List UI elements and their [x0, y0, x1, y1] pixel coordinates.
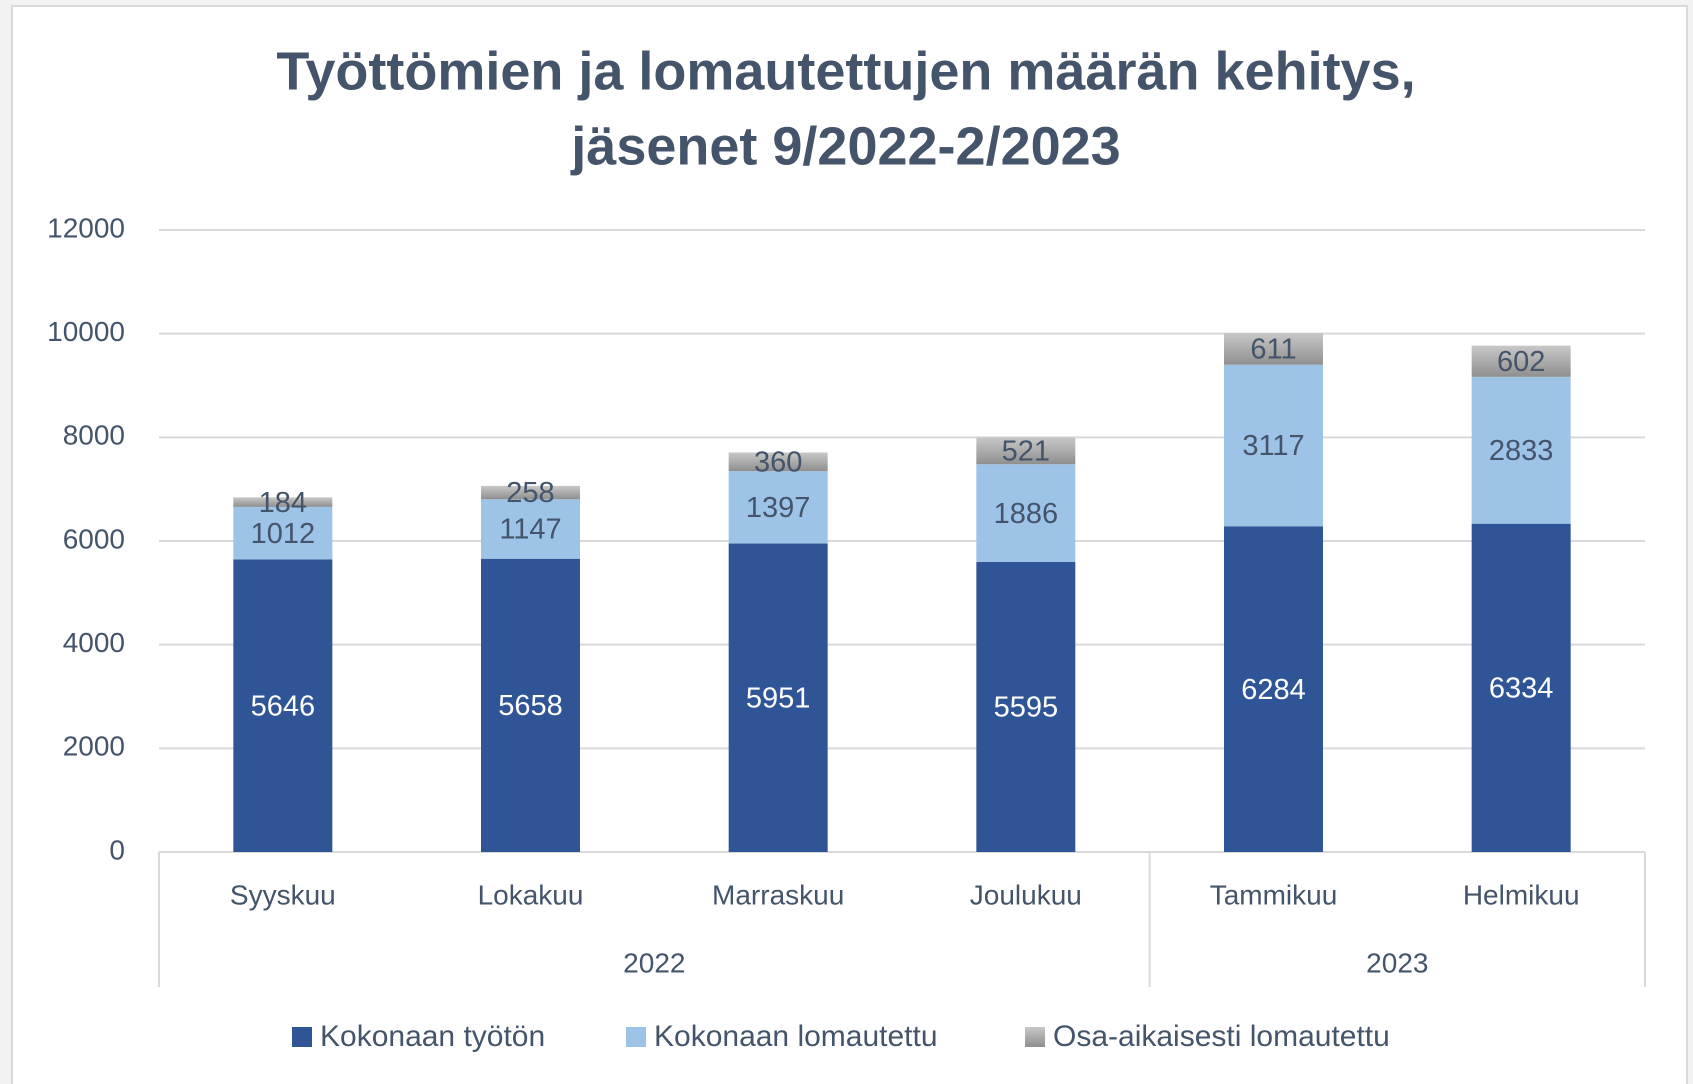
y-tick-label: 0	[109, 834, 125, 865]
data-label: 611	[1250, 334, 1296, 366]
bar-segment	[481, 499, 580, 559]
group-label: 2023	[1366, 947, 1428, 978]
data-label: 2833	[1489, 435, 1554, 467]
y-tick-label: 6000	[63, 523, 125, 554]
legend-label: Kokonaan lomautettu	[654, 1020, 938, 1053]
y-tick-label: 8000	[63, 420, 125, 451]
bar-segment	[976, 464, 1076, 562]
legend-label: Osa-aikaisesti lomautettu	[1053, 1020, 1390, 1053]
chart-title: jäsenet 9/2022-2/2023	[570, 116, 1120, 176]
data-label: 1147	[499, 514, 561, 546]
y-tick-label: 10000	[47, 316, 125, 347]
bar-segment	[233, 497, 333, 507]
bar-segment	[1224, 526, 1323, 852]
bar-segment	[233, 506, 333, 560]
chart-title: Työttömien ja lomautettujen määrän kehit…	[276, 41, 1415, 101]
x-tick-label: Syyskuu	[230, 879, 336, 910]
data-label: 3117	[1242, 430, 1304, 462]
x-tick-label: Tammikuu	[1210, 879, 1338, 910]
bar-segment	[1224, 364, 1323, 527]
data-label: 521	[1002, 435, 1050, 467]
y-tick-label: 2000	[63, 731, 125, 762]
data-label: 258	[506, 477, 554, 509]
data-label: 1397	[746, 492, 811, 524]
bar-segment	[1471, 523, 1571, 852]
x-tick-label: Helmikuu	[1463, 879, 1580, 910]
bar-segment	[728, 543, 828, 852]
bar-segment	[481, 558, 580, 852]
bar-segment	[728, 452, 828, 472]
legend-label: Kokonaan työtön	[320, 1020, 545, 1053]
y-tick-label: 12000	[47, 212, 125, 243]
data-label: 5646	[251, 690, 316, 722]
legend-swatch	[1025, 1027, 1045, 1047]
legend-swatch	[626, 1027, 646, 1047]
data-label: 1012	[251, 518, 316, 550]
bar-segment	[1471, 345, 1571, 377]
x-tick-label: Marraskuu	[712, 879, 844, 910]
group-label: 2022	[623, 947, 685, 978]
data-label: 602	[1497, 346, 1545, 378]
bar-segment	[976, 561, 1076, 852]
data-label: 360	[754, 446, 802, 478]
data-label: 184	[259, 487, 307, 519]
bar-segment	[1471, 376, 1571, 524]
data-label: 5951	[746, 682, 811, 714]
data-label: 5658	[498, 690, 563, 722]
bar-segment	[1224, 333, 1323, 365]
data-label: 6334	[1489, 673, 1554, 705]
bar-segment	[233, 559, 333, 852]
data-label: 6284	[1241, 674, 1306, 706]
bar-segment	[976, 437, 1076, 465]
bar-segment	[481, 485, 580, 500]
x-tick-label: Lokakuu	[478, 879, 584, 910]
legend-swatch	[292, 1027, 312, 1047]
x-tick-label: Joulukuu	[970, 879, 1082, 910]
bar-segment	[728, 471, 828, 544]
data-label: 1886	[994, 498, 1059, 530]
y-tick-label: 4000	[63, 627, 125, 658]
data-label: 5595	[994, 692, 1059, 724]
